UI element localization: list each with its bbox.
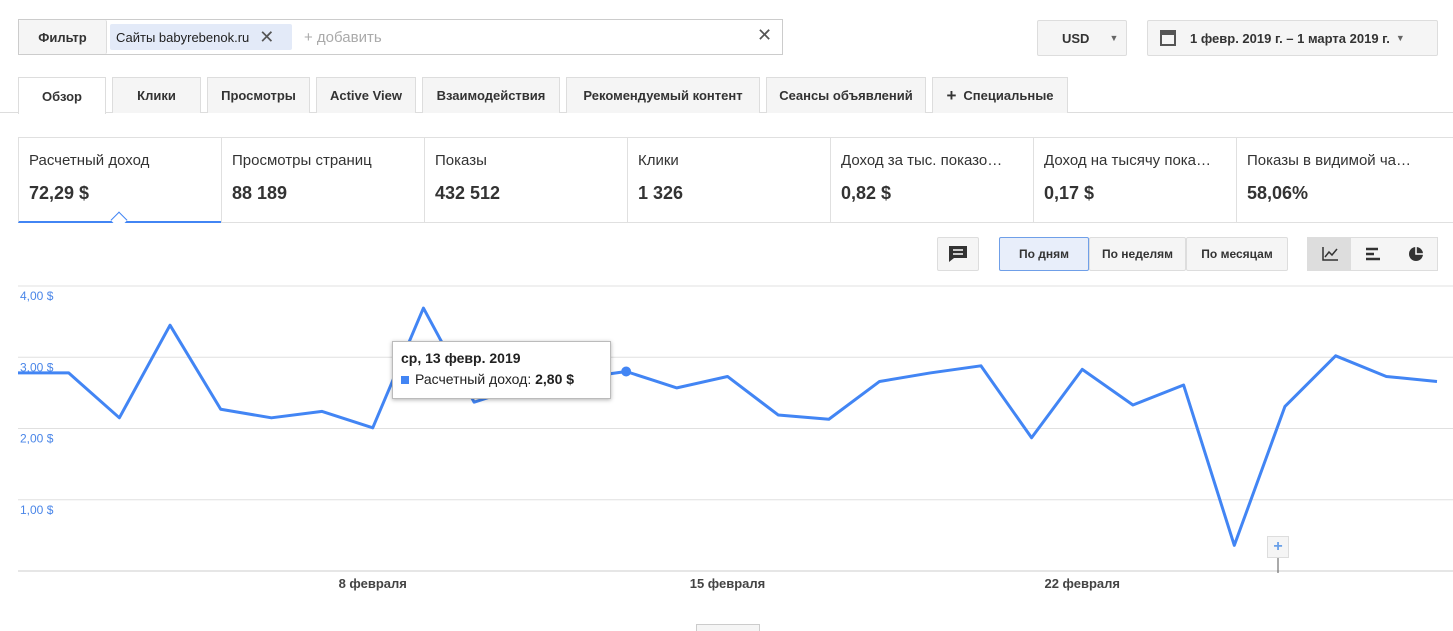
period-button[interactable]: По месяцам xyxy=(1186,237,1288,271)
clear-button[interactable]: ✕ xyxy=(757,25,773,45)
x-tick-label: 8 февраля xyxy=(339,576,407,591)
metric-card[interactable]: Доход на тысячу пока… 0,17 $ xyxy=(1033,137,1237,223)
metric-card[interactable]: Доход за тыс. показо… 0,82 $ xyxy=(830,137,1034,223)
icon xyxy=(1365,247,1380,261)
metric-card[interactable]: Клики 1 326 xyxy=(627,137,831,223)
metric-label: Доход за тыс. показо… xyxy=(841,152,1003,169)
metric-label: Показы в видимой ча… xyxy=(1247,152,1411,169)
calendar-icon xyxy=(1160,30,1176,46)
tooltip-label: Расчетный доход: xyxy=(415,371,532,387)
y-tick-label: 1,00 $ xyxy=(20,503,54,517)
tab[interactable]: Взаимодействия xyxy=(422,77,560,113)
arrow: ▼ xyxy=(1109,33,1119,43)
metric-value: 1 326 xyxy=(638,183,684,203)
y-tick-label: 2,00 $ xyxy=(20,432,54,446)
filter-input[interactable]: + добавить xyxy=(304,29,382,46)
metric-value: 0,17 $ xyxy=(1044,183,1095,203)
bar-chart-button[interactable] xyxy=(1351,238,1394,270)
tooltip-row: Расчетный доход: 2,80 $ xyxy=(401,371,602,387)
tab[interactable]: Active View xyxy=(316,77,416,113)
y-tick-label: 4,00 $ xyxy=(20,289,54,303)
chart-type-toggle xyxy=(1307,237,1438,271)
metric-label: Расчетный доход xyxy=(29,152,150,169)
tab[interactable]: Обзор xyxy=(18,77,106,114)
y-tick-label: 3,00 $ xyxy=(20,360,54,374)
metric-value: 432 512 xyxy=(435,183,501,203)
line xyxy=(18,306,1438,547)
currency: USD xyxy=(1062,30,1090,46)
scroll-handle[interactable] xyxy=(696,624,760,631)
tooltip-value: 2,80 $ xyxy=(535,371,575,387)
chip-text: Сайты babyrebenok.ru xyxy=(116,29,250,45)
metric-label: Доход на тысячу пока… xyxy=(1044,152,1212,169)
x-tick-label: 15 февраля xyxy=(690,576,766,591)
date-range: 1 февр. 2019 г. – 1 марта 2019 г. xyxy=(1190,30,1390,46)
icon xyxy=(1321,247,1338,261)
metric-label: Клики xyxy=(638,152,679,169)
metric-value: 72,29 $ xyxy=(29,183,90,203)
tab-label: Специальные xyxy=(963,88,1054,103)
tab[interactable]: Просмотры xyxy=(207,77,310,113)
metric-card[interactable]: Показы 432 512 xyxy=(424,137,628,223)
plus-icon: + xyxy=(946,85,957,105)
tab[interactable]: + Специальные xyxy=(932,77,1068,113)
metric-card[interactable]: Расчетный доход 72,29 $ xyxy=(18,137,222,223)
x-tick-label: 22 февраля xyxy=(1044,576,1120,591)
icon xyxy=(1408,247,1423,261)
tooltip-swatch xyxy=(401,376,409,384)
currency-select[interactable]: USD ▼ xyxy=(1037,20,1127,56)
tooltip-title: ср, 13 февр. 2019 xyxy=(401,350,521,366)
metric-label: Показы xyxy=(435,152,487,169)
filter-bar: Фильтр Сайты babyrebenok.ru ✕ + добавить… xyxy=(18,19,783,55)
metric-card[interactable]: Просмотры страниц 88 189 xyxy=(221,137,425,223)
comment-icon xyxy=(949,246,967,262)
period-button[interactable]: По дням xyxy=(999,237,1089,271)
filter-button[interactable]: Фильтр xyxy=(19,20,107,54)
line-chart-button[interactable] xyxy=(1308,238,1351,270)
date-select[interactable]: 1 февр. 2019 г. – 1 марта 2019 г. ▼ xyxy=(1147,20,1438,56)
tab[interactable]: Клики xyxy=(112,77,201,113)
metric-value: 88 189 xyxy=(232,183,288,203)
chip-remove[interactable]: ✕ xyxy=(259,26,275,47)
arrow: ▼ xyxy=(1395,33,1405,43)
hover-point xyxy=(621,366,632,377)
tooltip: ср, 13 февр. 2019 Расчетный доход: 2,80 … xyxy=(392,341,611,399)
annotation-button[interactable] xyxy=(937,237,979,271)
metric-value: 58,06% xyxy=(1247,183,1309,203)
filter-chip[interactable]: Сайты babyrebenok.ru ✕ xyxy=(110,24,292,50)
tab[interactable]: Сеансы объявлений xyxy=(766,77,926,113)
metric-label: Просмотры страниц xyxy=(232,152,372,169)
metric-card[interactable]: Показы в видимой ча… 58,06% xyxy=(1236,137,1453,223)
period-button[interactable]: По неделям xyxy=(1089,237,1186,271)
tab[interactable]: Рекомендуемый контент xyxy=(566,77,760,113)
metric-value: 0,82 $ xyxy=(841,183,892,203)
add-annotation[interactable]: + xyxy=(1267,536,1289,558)
pie-chart-button[interactable] xyxy=(1394,238,1437,270)
